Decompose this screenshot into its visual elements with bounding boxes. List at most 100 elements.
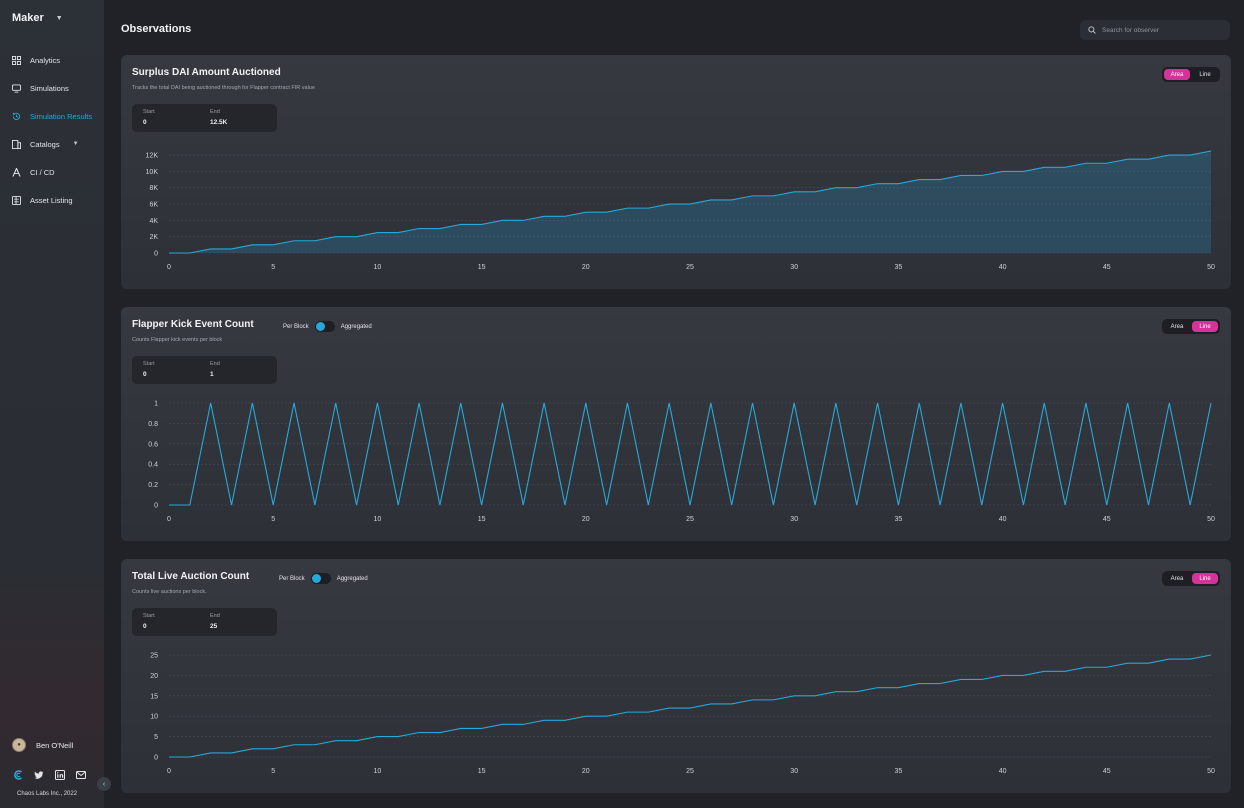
user-profile[interactable]: ● Ben O'Neill [12,738,73,752]
switch-knob [311,574,321,583]
x-tick-label: 5 [271,264,275,271]
area-view-button[interactable]: Area [1164,69,1190,80]
avatar: ● [12,738,26,752]
search-box [1080,20,1230,40]
x-tick-label: 0 [167,516,171,523]
catalog-icon [12,139,21,149]
history-icon [12,112,21,121]
main-content: Observations Surplus DAI Amount Auctione… [104,0,1244,808]
stat-value: 0 [143,371,147,378]
sidebar-item-asset-listing[interactable]: Asset Listing [0,186,104,214]
stat-label: Start [143,109,155,115]
switch-knob [315,322,325,331]
per-block-label: Per Block [279,575,305,582]
aggregation-switch[interactable] [314,321,335,332]
y-tick-label: 8K [149,185,158,192]
copyright-text: Chaos Labs Inc., 2022 [17,791,78,797]
monitor-icon [12,83,21,93]
area-view-button[interactable]: Area [1170,323,1184,330]
x-tick-label: 10 [374,516,382,523]
chaos-labs-logo-icon[interactable] [12,769,23,780]
live-auction-line-chart: 0 5 10 15 20 25 0 5 10 15 20 25 30 35 40 45 50 [150,653,1215,776]
sidebar-item-label: Asset Listing [30,195,73,205]
start-stat: Start 0 [143,361,155,378]
stat-label: Start [143,361,155,367]
x-tick-label: 40 [999,264,1007,271]
brand-name: Maker [12,12,44,24]
observation-card-surplus-dai: Surplus DAI Amount Auctioned Tracks the … [121,55,1231,289]
sidebar: Maker ▼ Analytics Simulations Simulat [0,0,104,808]
series-line [169,150,1212,254]
sidebar-item-analytics[interactable]: Analytics [0,46,104,74]
card-subtitle: Tracks the total DAI being auctioned thr… [132,85,315,91]
chevron-down-icon: ▼ [55,14,63,22]
x-tick-label: 10 [374,768,382,775]
mail-icon[interactable] [75,769,86,780]
aggregated-label: Aggregated [340,323,372,330]
x-tick-label: 10 [374,264,382,271]
end-stat: End 12.5K [210,109,227,126]
sidebar-item-label: Simulations [30,83,69,93]
x-tick-label: 25 [686,768,694,775]
x-tick-label: 35 [895,768,903,775]
line-view-button[interactable]: Line [1192,573,1218,584]
stat-value: 1 [210,371,214,378]
surplus-dai-area-chart: 0 2K 4K 6K 8K 10K 12K 0 5 10 15 20 25 30 35 40 45 50 [146,150,1215,271]
x-tick-label: 20 [582,264,590,271]
sidebar-item-simulations[interactable]: Simulations [0,74,104,102]
x-tick-label: 45 [1103,768,1111,775]
per-block-label: Per Block [283,323,309,330]
series-line [169,654,1212,758]
series-line [169,402,1212,506]
linkedin-icon[interactable] [54,769,65,780]
start-stat: Start 0 [143,613,155,630]
y-tick-label: 0 [154,755,158,762]
y-tick-label: 2K [149,234,158,241]
card-title: Total Live Auction Count [132,571,250,582]
collapse-sidebar-button[interactable]: ‹ [97,777,111,791]
observation-card-live-auction: Total Live Auction Count Per Block Aggre… [121,559,1231,793]
x-tick-label: 25 [686,516,694,523]
stat-value: 0 [143,119,147,126]
sidebar-item-catalogs[interactable]: Catalogs ▼ [0,130,104,158]
aggregation-switch[interactable] [310,573,331,584]
y-tick-label: 12K [146,153,159,160]
x-tick-label: 35 [895,516,903,523]
x-tick-label: 30 [790,768,798,775]
line-view-button[interactable]: Line [1199,71,1211,78]
chart-view-toggle: Area Line [1162,319,1220,334]
x-tick-label: 50 [1207,516,1215,523]
y-tick-label: 0 [154,503,158,510]
x-tick-label: 20 [582,768,590,775]
sidebar-item-simulation-results[interactable]: Simulation Results [0,102,104,130]
list-icon [12,195,21,205]
sidebar-item-label: CI / CD [30,167,55,177]
chevron-down-icon: ▼ [72,141,79,147]
start-stat: Start 0 [143,109,155,126]
workspace-switcher[interactable]: Maker ▼ [12,12,63,24]
x-tick-label: 45 [1103,516,1111,523]
y-tick-label: 25 [150,653,158,660]
ci-icon [12,167,21,177]
y-tick-label: 4K [149,218,158,225]
search-input[interactable] [1102,26,1222,34]
chart-view-toggle: Area Line [1162,67,1220,82]
stats-box: Start 0 End 25 [132,608,277,636]
x-tick-label: 0 [167,264,171,271]
sidebar-item-ci-cd[interactable]: CI / CD [0,158,104,186]
twitter-icon[interactable] [33,769,44,780]
card-title: Flapper Kick Event Count [132,319,254,330]
stat-value: 0 [143,623,147,630]
stat-label: End [210,361,220,367]
social-links [12,769,86,780]
y-tick-label: 5 [154,734,158,741]
area-view-button[interactable]: Area [1170,575,1184,582]
y-tick-label: 20 [150,673,158,680]
aggregation-toggle: Per Block Aggregated [279,573,368,584]
stat-label: Start [143,613,155,619]
line-view-button[interactable]: Line [1192,321,1218,332]
stats-box: Start 0 End 1 [132,356,277,384]
page-title: Observations [121,23,192,35]
x-tick-label: 5 [271,516,275,523]
y-tick-label: 0.2 [148,482,158,489]
